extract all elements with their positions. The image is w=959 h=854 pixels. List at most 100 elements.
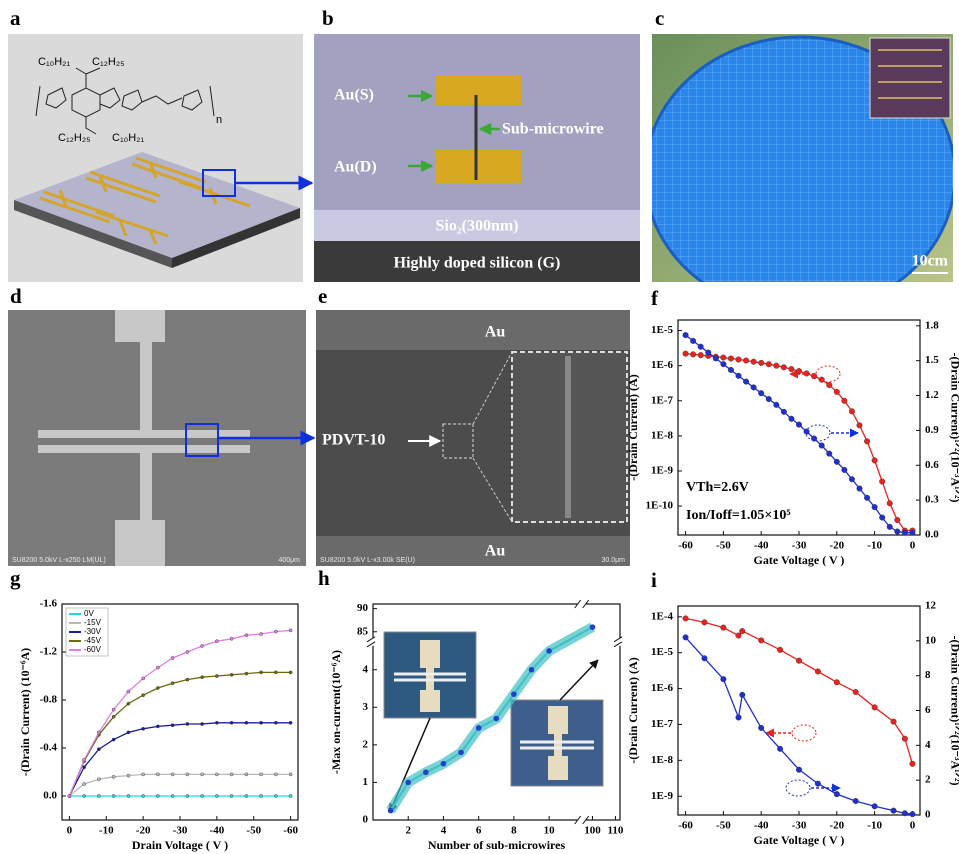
x-tick-label: 0 <box>910 820 916 832</box>
data-point <box>289 773 292 776</box>
data-point <box>743 358 749 364</box>
y2-tick-label: 1.5 <box>925 354 939 366</box>
data-point <box>127 774 130 777</box>
data-point <box>834 389 840 395</box>
x-axis-label: Drain Voltage ( V ) <box>132 838 228 852</box>
data-point <box>289 794 292 797</box>
data-point <box>702 655 708 661</box>
data-point <box>156 666 159 669</box>
data-point <box>819 377 825 383</box>
data-point <box>289 671 292 674</box>
data-point <box>260 773 263 776</box>
data-point <box>97 778 100 781</box>
data-point <box>834 791 840 797</box>
data-point <box>186 650 189 653</box>
data-point <box>230 721 233 724</box>
data-point <box>811 373 817 379</box>
data-point <box>864 439 870 445</box>
drain-electrode <box>436 150 521 183</box>
data-point <box>590 624 596 630</box>
data-point <box>274 794 277 797</box>
indicator <box>786 780 810 796</box>
y-axis-label: -Max on-current(10⁻⁶A) <box>329 650 343 774</box>
data-point <box>766 396 772 402</box>
data-point <box>777 647 783 653</box>
x-tick-label: -30 <box>792 820 807 832</box>
data-point <box>127 794 130 797</box>
data-point <box>476 725 482 731</box>
x-tick-label: -50 <box>716 540 731 552</box>
data-point <box>872 504 878 510</box>
data-point <box>245 672 248 675</box>
substituent: C₁₂H₂₅ <box>92 56 125 68</box>
x-tick-label: -10 <box>867 820 882 832</box>
data-point <box>721 361 727 367</box>
y2-tick-label: 2 <box>925 774 931 786</box>
data-point <box>186 773 189 776</box>
data-point <box>201 644 204 647</box>
data-point <box>804 429 810 435</box>
data-point <box>774 402 780 408</box>
legend-label: -30V <box>84 627 102 636</box>
data-point <box>819 443 825 449</box>
x-tick-label: 0 <box>67 825 73 837</box>
data-point <box>910 811 916 817</box>
x-tick-label: 10 <box>544 825 556 837</box>
indicator <box>792 725 816 741</box>
data-point <box>171 656 174 659</box>
y2-tick-label: 8 <box>925 669 931 681</box>
y-tick-label: 1E-8 <box>651 754 674 766</box>
data-point <box>529 667 535 673</box>
data-point <box>201 773 204 776</box>
data-point <box>713 356 719 362</box>
scale-bar-label: 400μm <box>278 557 300 564</box>
data-point <box>702 620 708 626</box>
y-tick-label: 1E-5 <box>651 324 674 336</box>
data-point <box>834 679 840 685</box>
data-point <box>274 671 277 674</box>
x-tick-label: -50 <box>716 820 731 832</box>
data-point <box>142 694 145 697</box>
data-point <box>245 634 248 637</box>
data-point <box>879 479 885 485</box>
data-point <box>186 794 189 797</box>
data-point <box>201 794 204 797</box>
data-point <box>857 486 863 492</box>
data-point <box>245 794 248 797</box>
source-label: Au(S) <box>334 87 374 104</box>
data-point <box>274 630 277 633</box>
data-point <box>826 382 832 388</box>
data-point <box>274 721 277 724</box>
data-point <box>245 721 248 724</box>
substituent: C₁₀H₂₁ <box>38 56 70 68</box>
panel-b: Au(S) Au(D) Sub-microwire Sio₂(300nm) Hi… <box>314 34 640 282</box>
legend-label: -45V <box>84 636 102 645</box>
data-point <box>721 355 727 361</box>
data-point <box>260 632 263 635</box>
data-point <box>683 351 689 357</box>
series-line <box>686 637 913 814</box>
data-point <box>902 810 908 816</box>
data-point <box>789 416 795 422</box>
y-tick-label: 1E-8 <box>651 429 674 441</box>
data-point <box>683 332 689 338</box>
data-point <box>811 436 817 442</box>
data-point <box>895 517 901 523</box>
data-point <box>97 794 100 797</box>
series-line <box>69 672 290 796</box>
y-tick-label: -1.2 <box>40 646 58 658</box>
y2-tick-label: 0.0 <box>925 529 939 541</box>
data-point <box>705 350 711 356</box>
y2-tick-label: 12 <box>925 600 937 612</box>
data-point <box>171 794 174 797</box>
data-point <box>690 338 696 344</box>
data-point <box>441 761 447 767</box>
data-point <box>872 803 878 809</box>
data-point <box>853 798 859 804</box>
data-point <box>751 385 757 391</box>
y-tick-label: -1.6 <box>40 598 58 610</box>
data-point <box>758 638 764 644</box>
y-tick-label: -0.4 <box>40 742 58 754</box>
data-point <box>156 773 159 776</box>
y2-tick-label: 10 <box>925 634 937 646</box>
